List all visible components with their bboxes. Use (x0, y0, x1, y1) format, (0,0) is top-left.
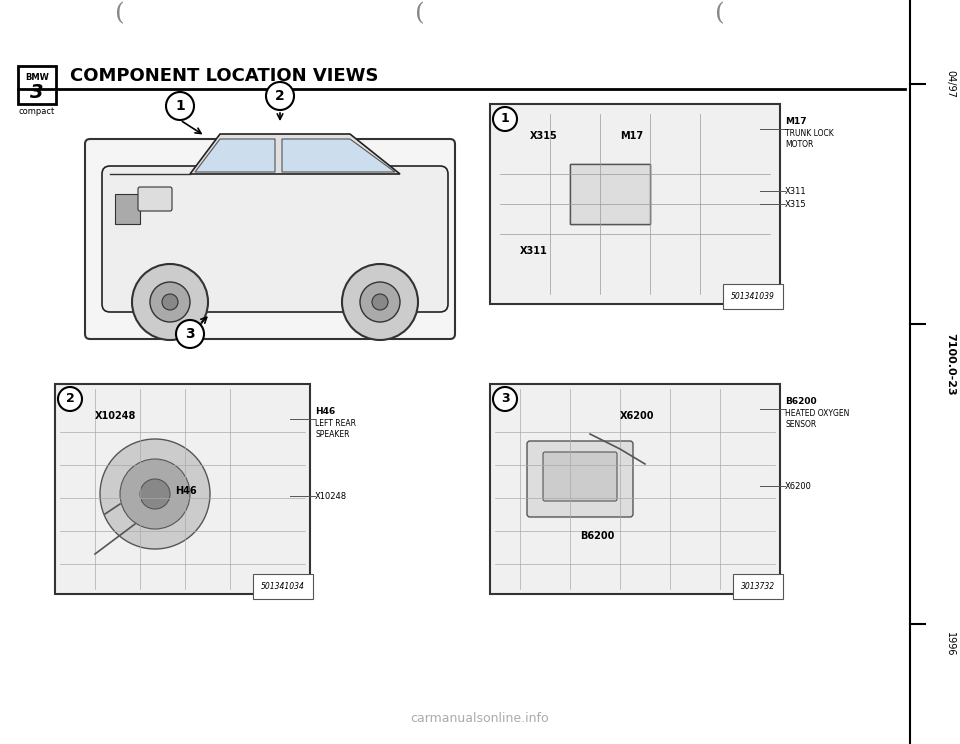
Polygon shape (190, 134, 400, 174)
FancyBboxPatch shape (570, 164, 650, 224)
Circle shape (342, 264, 418, 340)
Text: H46: H46 (175, 486, 197, 496)
Text: 7100.0-23: 7100.0-23 (945, 333, 955, 395)
Text: MOTOR: MOTOR (785, 140, 813, 149)
Text: (: ( (115, 2, 125, 25)
FancyBboxPatch shape (85, 139, 455, 339)
Circle shape (150, 282, 190, 322)
Text: 3: 3 (30, 83, 44, 101)
Text: 2: 2 (276, 89, 285, 103)
Text: LEFT REAR: LEFT REAR (315, 419, 356, 428)
FancyBboxPatch shape (55, 384, 310, 594)
FancyBboxPatch shape (490, 104, 780, 304)
Circle shape (176, 320, 204, 348)
Circle shape (266, 82, 294, 110)
Text: B6200: B6200 (580, 531, 614, 541)
Text: TRUNK LOCK: TRUNK LOCK (785, 129, 833, 138)
Circle shape (140, 479, 170, 509)
Text: 501341034: 501341034 (261, 582, 305, 591)
Text: X10248: X10248 (95, 411, 136, 421)
Circle shape (493, 107, 517, 131)
Text: (: ( (715, 2, 725, 25)
Circle shape (132, 264, 208, 340)
Text: 1: 1 (500, 112, 510, 126)
Text: X6200: X6200 (620, 411, 655, 421)
Polygon shape (195, 139, 275, 172)
Text: 04/97: 04/97 (945, 70, 955, 98)
Text: X6200: X6200 (785, 482, 812, 491)
Circle shape (162, 294, 178, 310)
Circle shape (120, 459, 190, 529)
FancyBboxPatch shape (543, 452, 617, 501)
Text: BMW: BMW (25, 72, 49, 82)
Text: X315: X315 (785, 200, 806, 209)
Circle shape (372, 294, 388, 310)
Text: 1: 1 (175, 99, 185, 113)
Text: 501341039: 501341039 (732, 292, 775, 301)
Text: X311: X311 (785, 187, 806, 196)
Text: HEATED OXYGEN: HEATED OXYGEN (785, 409, 850, 418)
FancyBboxPatch shape (570, 164, 650, 224)
Text: 3013732: 3013732 (741, 582, 775, 591)
Circle shape (360, 282, 400, 322)
FancyBboxPatch shape (138, 187, 172, 211)
Text: compact: compact (19, 107, 55, 117)
Text: X315: X315 (530, 131, 558, 141)
Text: X311: X311 (520, 246, 548, 256)
Text: (: ( (415, 2, 425, 25)
Text: 3: 3 (185, 327, 195, 341)
Circle shape (58, 387, 82, 411)
FancyBboxPatch shape (18, 66, 56, 104)
Text: M17: M17 (785, 117, 806, 126)
FancyBboxPatch shape (115, 194, 140, 224)
Circle shape (493, 387, 517, 411)
Polygon shape (282, 139, 395, 172)
Text: COMPONENT LOCATION VIEWS: COMPONENT LOCATION VIEWS (70, 67, 378, 85)
Text: 3: 3 (501, 393, 510, 405)
FancyBboxPatch shape (527, 441, 633, 517)
Text: SPEAKER: SPEAKER (315, 430, 349, 439)
FancyBboxPatch shape (490, 384, 780, 594)
Circle shape (100, 439, 210, 549)
Text: 2: 2 (65, 393, 74, 405)
Text: H46: H46 (315, 407, 335, 416)
Circle shape (166, 92, 194, 120)
Text: B6200: B6200 (785, 397, 817, 406)
Text: SENSOR: SENSOR (785, 420, 816, 429)
Text: X10248: X10248 (315, 492, 348, 501)
Text: carmanualsonline.info: carmanualsonline.info (411, 713, 549, 725)
Text: 1996: 1996 (945, 632, 955, 656)
FancyBboxPatch shape (102, 166, 448, 312)
Text: M17: M17 (620, 131, 643, 141)
